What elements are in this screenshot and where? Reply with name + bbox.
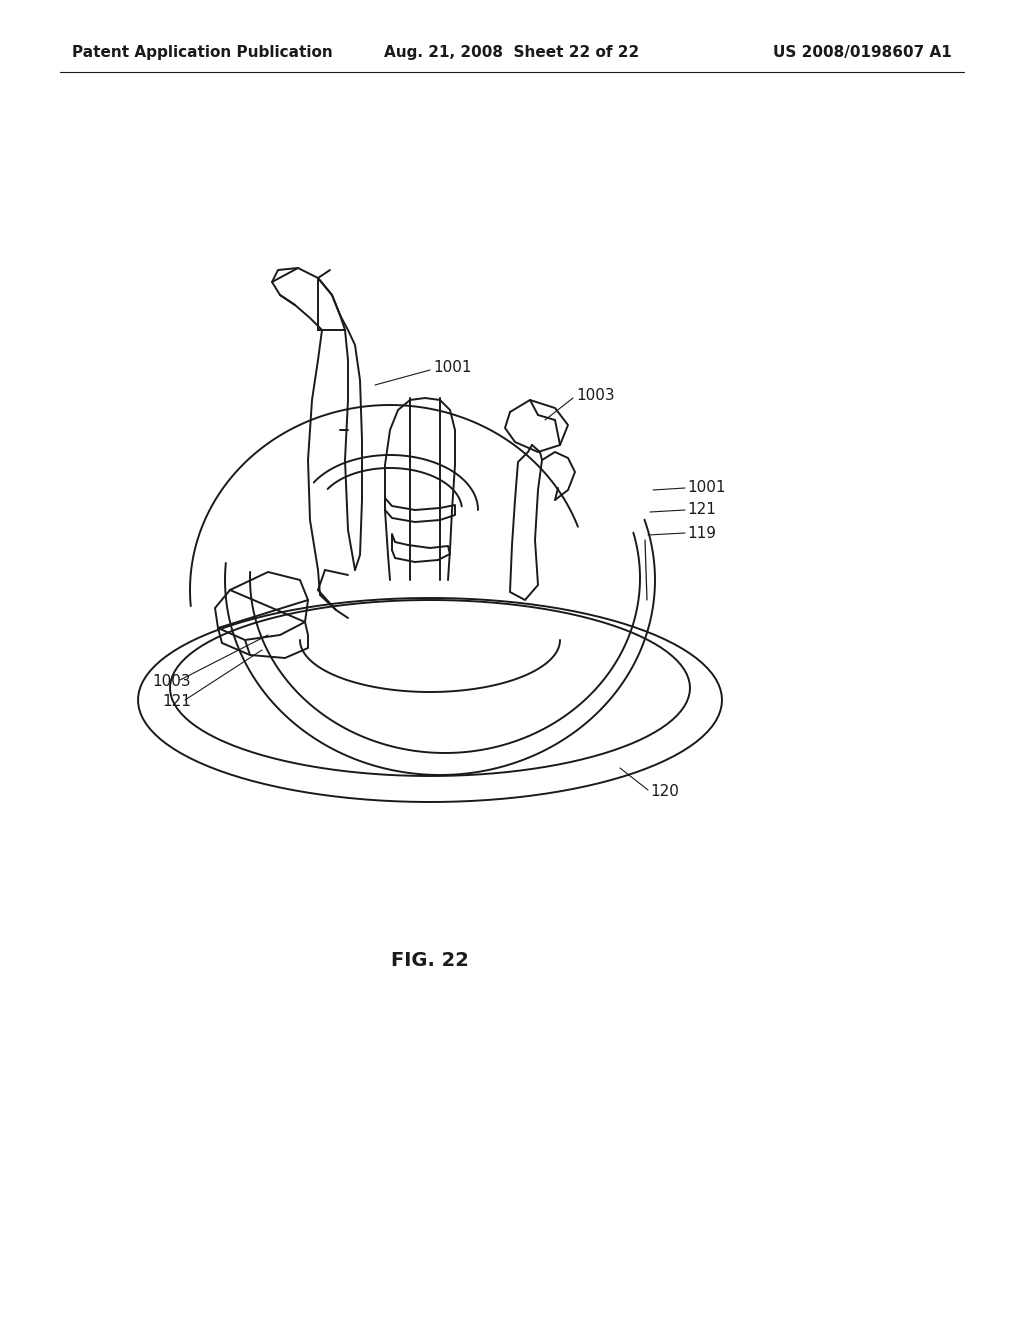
Text: 120: 120 [650, 784, 679, 800]
Text: 1003: 1003 [575, 388, 614, 404]
Text: 1001: 1001 [687, 480, 725, 495]
Text: 1001: 1001 [433, 360, 471, 375]
Text: 121: 121 [687, 503, 716, 517]
Text: Aug. 21, 2008  Sheet 22 of 22: Aug. 21, 2008 Sheet 22 of 22 [384, 45, 640, 59]
Text: 119: 119 [687, 525, 716, 540]
Text: 121: 121 [162, 694, 190, 710]
Text: FIG. 22: FIG. 22 [391, 950, 469, 969]
Text: US 2008/0198607 A1: US 2008/0198607 A1 [773, 45, 952, 59]
Text: 1003: 1003 [152, 675, 190, 689]
Text: Patent Application Publication: Patent Application Publication [72, 45, 333, 59]
